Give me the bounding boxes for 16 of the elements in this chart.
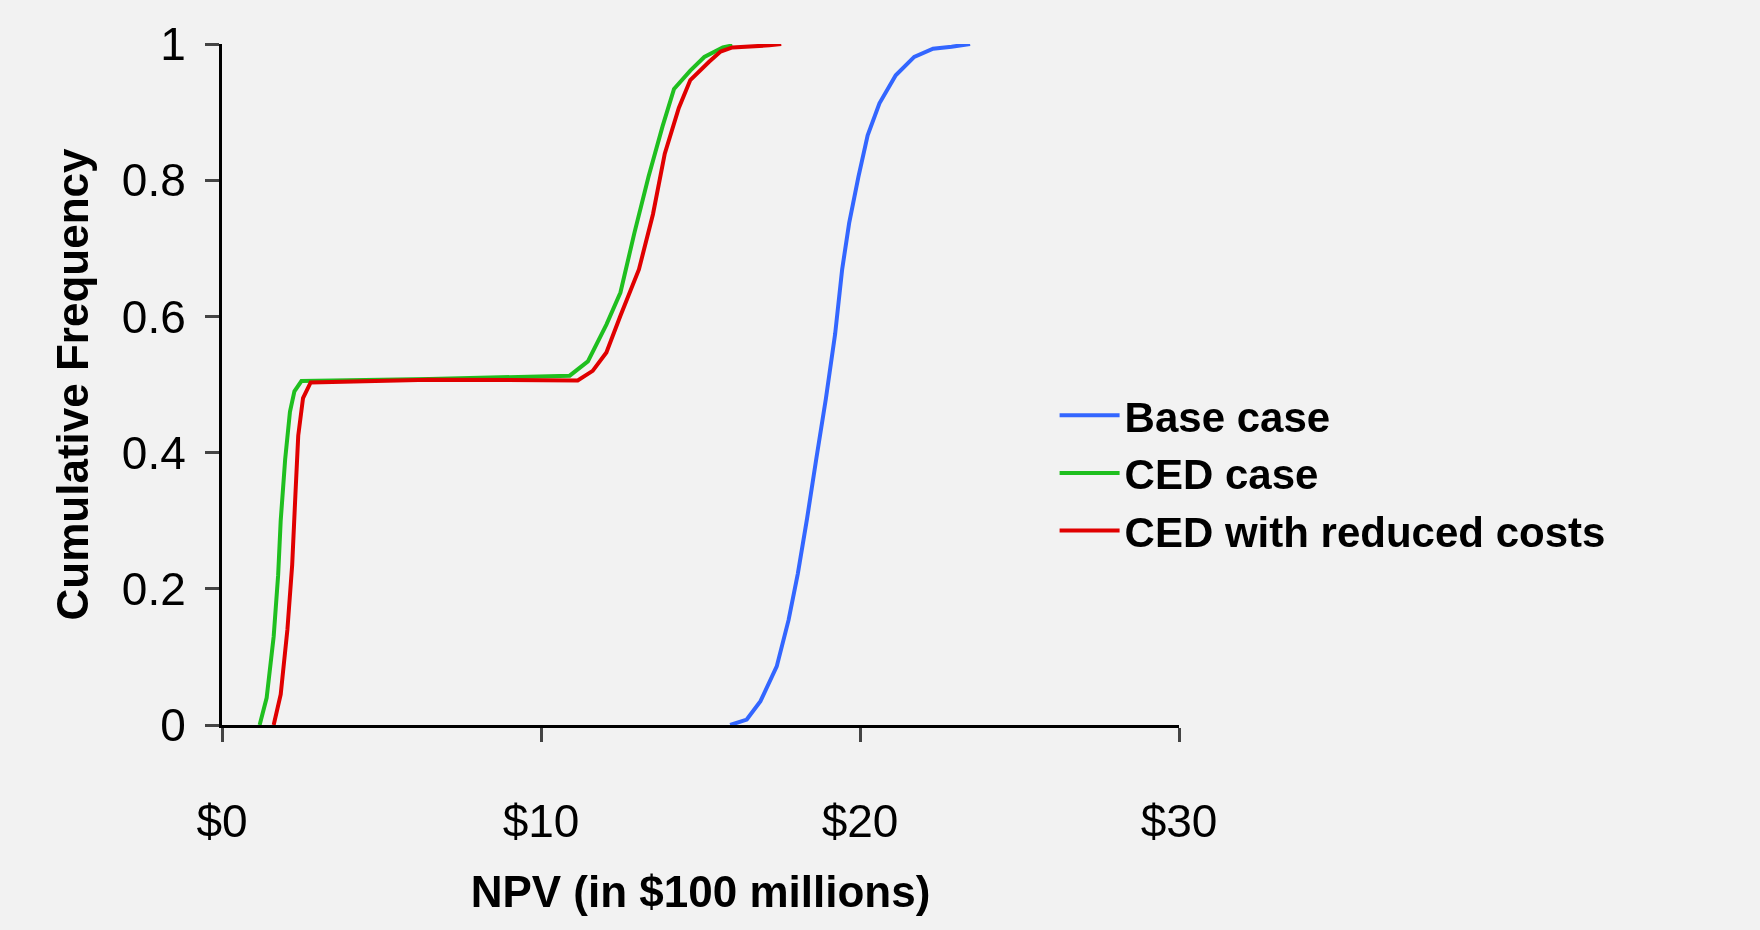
- y-tick-label: 0: [160, 699, 186, 752]
- y-tick-label: 0.6: [121, 290, 186, 343]
- x-tick-label: $0: [196, 795, 248, 848]
- x-tick-label: $10: [502, 795, 580, 848]
- y-axis-title: Cumulative Frequency: [47, 148, 97, 621]
- y-tick-label: 0.4: [121, 426, 186, 479]
- legend-label: CED case: [1124, 451, 1319, 499]
- y-tick-label: 0.8: [121, 154, 186, 207]
- x-axis-title: NPV (in $100 millions): [470, 866, 931, 916]
- y-tick-label: 1: [160, 18, 186, 71]
- x-tick-label: $20: [821, 795, 899, 848]
- line-series: [728, 44, 973, 725]
- y-tick-label: 0.2: [121, 562, 186, 615]
- x-tick-label: $30: [1140, 795, 1218, 848]
- legend-label: Base case: [1124, 393, 1331, 441]
- legend-label: CED with reduced costs: [1124, 508, 1606, 556]
